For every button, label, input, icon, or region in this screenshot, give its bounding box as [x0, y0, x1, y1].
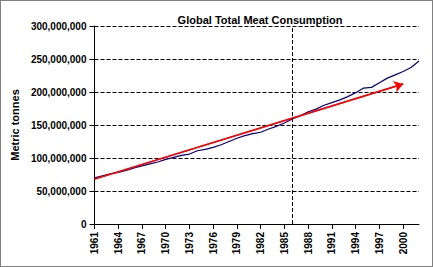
svg-text:1970: 1970 [160, 232, 171, 255]
svg-text:1994: 1994 [350, 232, 361, 255]
svg-text:1988: 1988 [303, 232, 314, 255]
svg-text:0: 0 [81, 219, 87, 230]
svg-text:1961: 1961 [89, 232, 100, 255]
svg-text:250,000,000: 250,000,000 [31, 54, 87, 65]
svg-text:1979: 1979 [231, 232, 242, 255]
svg-text:1967: 1967 [136, 232, 147, 255]
svg-text:Global Total Meat Consumption: Global Total Meat Consumption [178, 14, 343, 26]
svg-text:100,000,000: 100,000,000 [31, 153, 87, 164]
svg-text:150,000,000: 150,000,000 [31, 120, 87, 131]
svg-text:1964: 1964 [113, 232, 124, 255]
svg-text:200,000,000: 200,000,000 [31, 87, 87, 98]
svg-text:1973: 1973 [184, 232, 195, 255]
svg-text:300,000,000: 300,000,000 [31, 21, 87, 32]
svg-text:50,000,000: 50,000,000 [36, 186, 86, 197]
svg-text:1997: 1997 [374, 232, 385, 255]
svg-text:2000: 2000 [398, 232, 409, 255]
svg-text:Metric tonnes: Metric tonnes [9, 89, 21, 161]
svg-text:1982: 1982 [255, 232, 266, 255]
svg-text:1991: 1991 [326, 232, 337, 255]
svg-text:1976: 1976 [208, 232, 219, 255]
svg-text:1985: 1985 [279, 232, 290, 255]
